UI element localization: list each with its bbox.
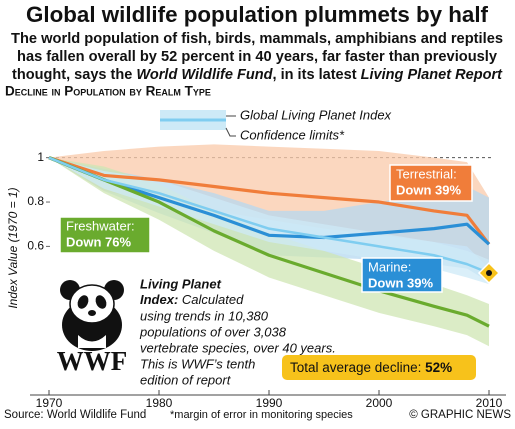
annotation-box (59, 216, 151, 254)
annotation-label: Marine: (368, 259, 411, 274)
subtitle: thought, says the World Wildlife Fund, i… (12, 67, 503, 83)
overlay: Total average decline: 52% Living PlanetI… (4, 261, 511, 421)
annotation-box (389, 164, 473, 202)
note-heading: Living Planet (140, 276, 222, 291)
panda-logo (60, 280, 124, 351)
annotation-box (361, 257, 443, 293)
x-tick-label: 1990 (256, 396, 283, 410)
subtitle: The world population of fish, birds, mam… (11, 31, 503, 47)
x-tick-label: 2010 (476, 396, 503, 410)
chart-heading: Decline in Population by Realm Type (5, 84, 211, 99)
credit: © GRAPHIC NEWS (409, 409, 511, 421)
source: Source: World Wildlife Fund (4, 409, 146, 421)
x-tick-label: 1980 (146, 396, 173, 410)
subtitle: has fallen overall by 52 percent in 40 y… (17, 49, 497, 65)
subtitle-part: World Wildlife Fund (136, 67, 273, 83)
series-line (48, 156, 490, 275)
annotation-value: Down 39% (368, 275, 433, 290)
confidence-band (49, 144, 489, 269)
note-line: populations of over 3,038 (139, 324, 287, 339)
y-tick-label: 1 (37, 150, 44, 164)
y-axis-label: Index Value (1970 = 1) (6, 187, 20, 308)
x-tick-label: 1970 (36, 396, 63, 410)
note-line: This is WWF’s tenth (140, 356, 255, 371)
annotation-label: Freshwater: (66, 218, 135, 233)
series-line (48, 156, 491, 246)
footnote: *margin of error in monitoring species (170, 409, 353, 421)
confidence-band (49, 157, 489, 285)
end-dot (486, 270, 492, 277)
annotation-value: Down 39% (396, 182, 461, 197)
subtitle-part: Living Planet Report (361, 67, 504, 83)
y-tick-label: 0.8 (27, 194, 44, 208)
total-label: Total average decline: 52% (290, 360, 452, 375)
total-box (282, 355, 476, 380)
annotation-label: Terrestrial: (396, 166, 457, 181)
logo: WWF (57, 346, 128, 376)
note-line: Index: Calculated (140, 292, 244, 307)
y-tick-label: 0.6 (27, 239, 44, 253)
note-text: Calculated (178, 292, 244, 307)
subtitle-part: , in its latest (273, 67, 361, 83)
note-heading: Index: (140, 292, 178, 307)
note-line: vertebrate species, over 40 years. (140, 340, 336, 355)
subtitle-part: thought, says the (12, 67, 136, 83)
x-tick-label: 2000 (366, 396, 393, 410)
note-line: using trends in 10,380 (140, 308, 269, 323)
total-value: 52% (425, 360, 452, 375)
legend-label: Confidence limits* (240, 127, 345, 142)
leader (225, 127, 236, 137)
series-line (48, 156, 490, 328)
legend-label: Global Living Planet Index (240, 107, 392, 122)
plot: 0.6 0.8 1 1970 1980 1990 2000 2010 Global Living… (27, 107, 506, 410)
series-line (48, 156, 491, 246)
title: Global wildlife population plummets by h… (26, 2, 489, 27)
note-line: edition of report (140, 372, 232, 387)
annotation-value: Down 76% (66, 234, 131, 249)
total-text: Total average decline: (290, 360, 425, 375)
